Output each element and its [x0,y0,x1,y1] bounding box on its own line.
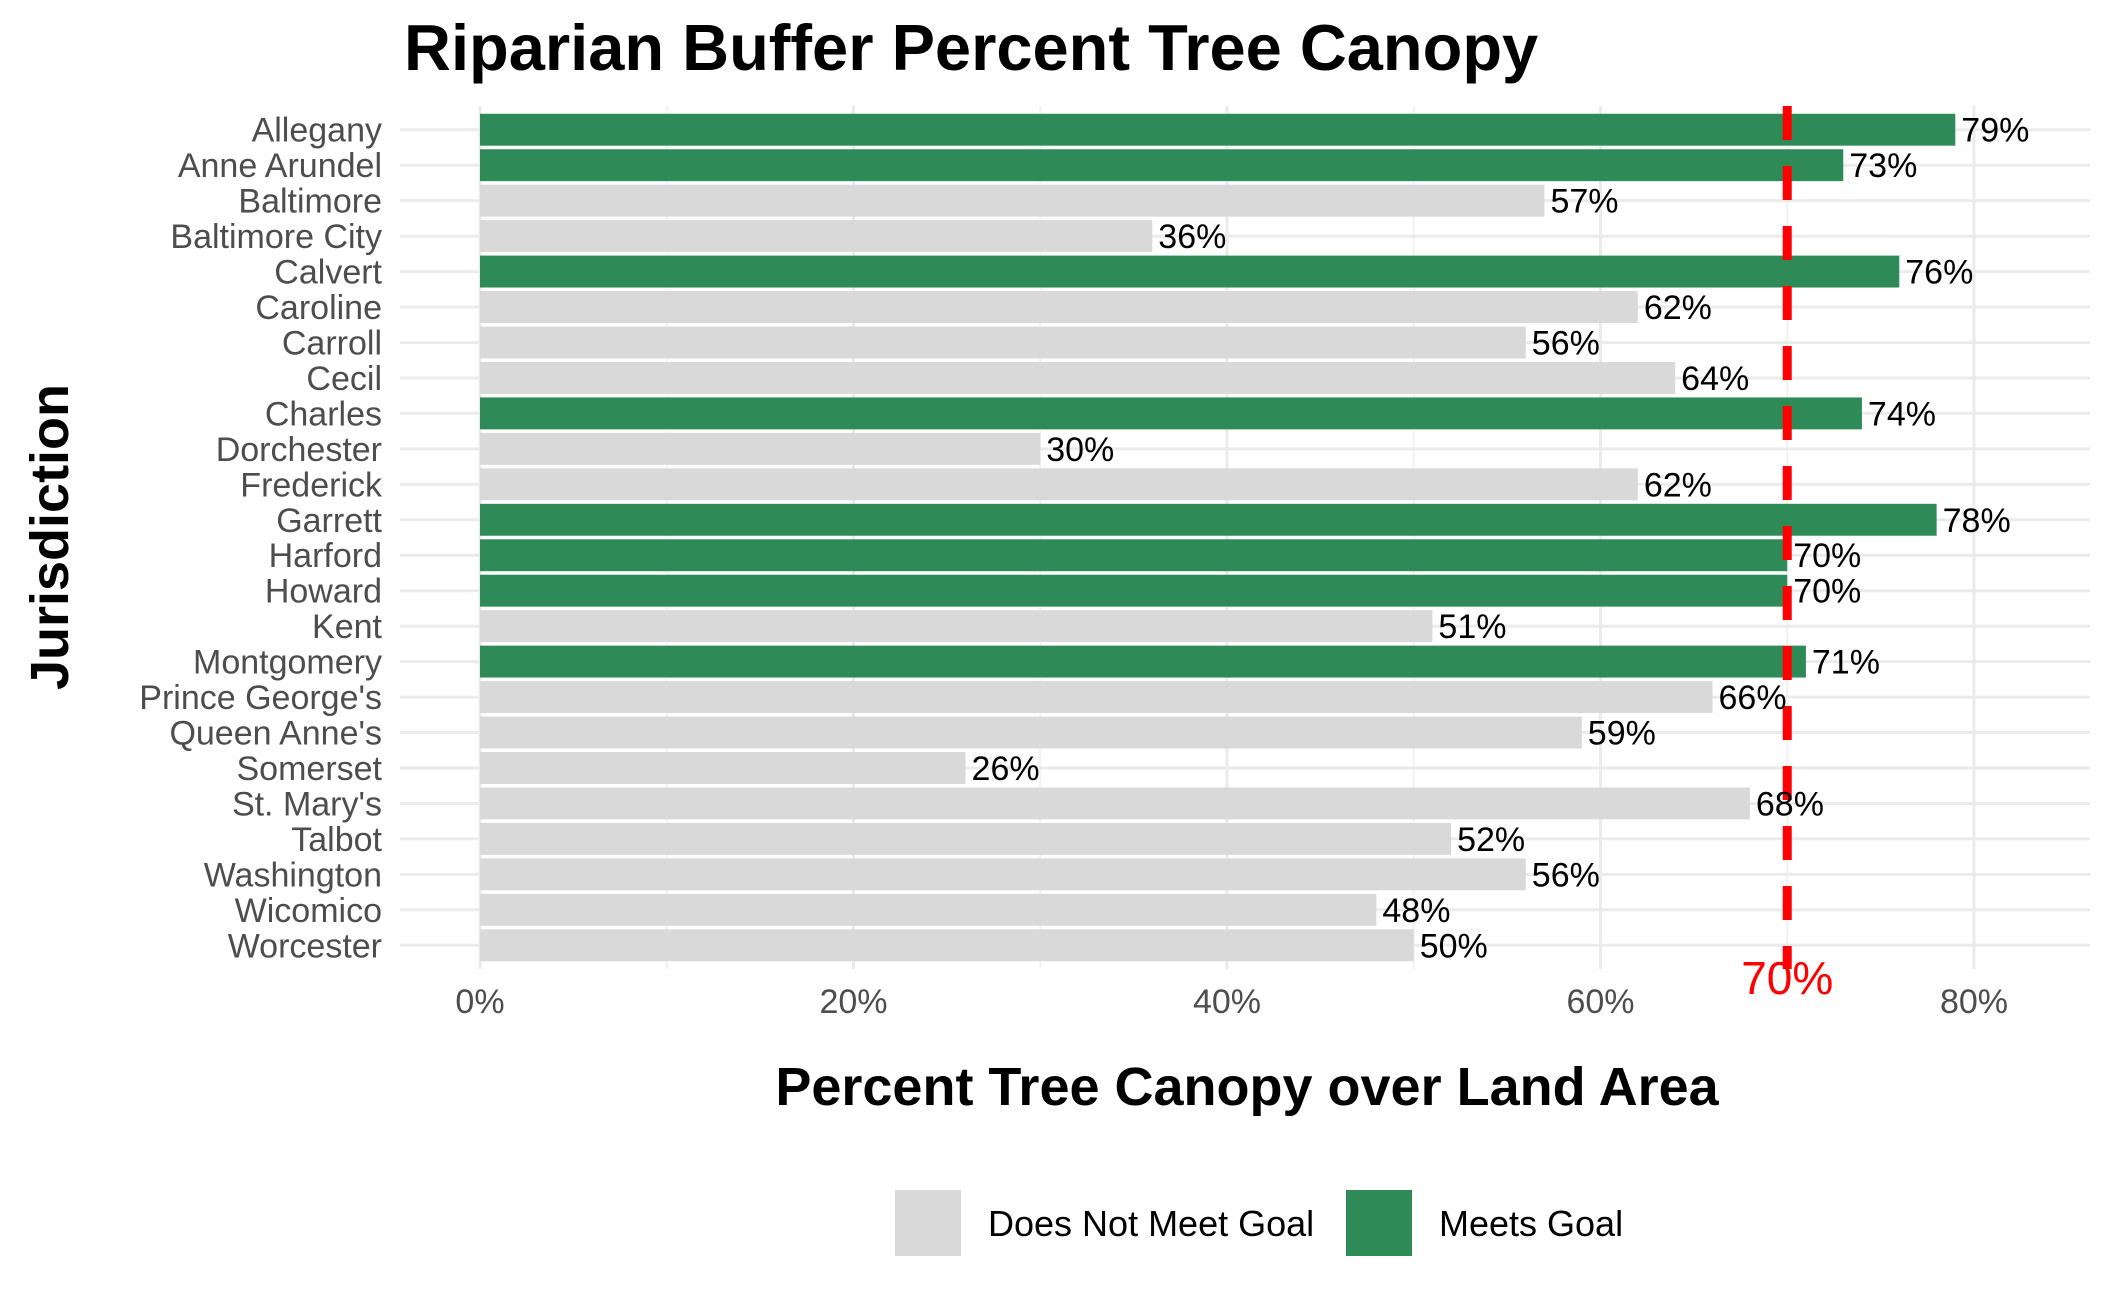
x-tick-label: 40% [1193,983,1261,1021]
bar-caroline [480,291,1638,323]
bar-st-mary-s [480,787,1750,820]
category-label-prince-george-s: Prince George's [139,679,382,717]
category-label-garrett: Garrett [276,502,382,540]
bar-value-labels: 79%73%57%36%76%62%56%64%74%30%62%78%70%7… [972,112,2030,966]
category-label-calvert: Calvert [274,254,382,292]
bar-value-label-wicomico: 48% [1382,892,1450,930]
category-label-baltimore: Baltimore [238,183,382,221]
category-label-carroll: Carroll [282,324,382,362]
category-label-st-mary-s: St. Mary's [232,785,382,823]
bar-dorchester [480,432,1041,465]
x-tick-label: 60% [1566,983,1634,1021]
x-tick-label: 0% [455,983,504,1021]
category-label-allegany: Allegany [252,112,382,150]
bar-value-label-montgomery: 71% [1812,644,1880,682]
category-label-charles: Charles [265,395,382,433]
category-label-montgomery: Montgomery [193,644,382,682]
bar-value-label-kent: 51% [1438,608,1506,646]
bar-howard [480,574,1788,607]
bar-value-label-prince-george-s: 66% [1719,679,1787,717]
category-label-harford: Harford [269,537,382,575]
bar-value-label-st-mary-s: 68% [1756,785,1824,823]
bar-frederick [480,468,1638,501]
bar-value-label-worcester: 50% [1420,927,1488,965]
category-label-washington: Washington [204,856,382,894]
bar-value-label-baltimore-city: 36% [1158,218,1226,256]
category-label-cecil: Cecil [306,360,382,398]
x-tick-label: 80% [1940,983,2008,1021]
bar-harford [480,539,1788,572]
category-label-wicomico: Wicomico [235,892,382,930]
bar-baltimore [480,184,1545,217]
bar-prince-george-s [480,681,1713,714]
bar-value-label-anne-arundel: 73% [1849,147,1917,185]
chart-title: Riparian Buffer Percent Tree Canopy [404,11,1538,84]
category-label-frederick: Frederick [240,466,383,504]
bar-wicomico [480,893,1377,926]
bar-value-label-queen-anne-s: 59% [1588,715,1656,753]
bar-value-label-baltimore: 57% [1550,183,1618,221]
bar-montgomery [480,645,1806,678]
bar-garrett [480,503,1937,536]
bar-charles [480,397,1862,430]
bar-value-label-carroll: 56% [1532,324,1600,362]
x-axis-title: Percent Tree Canopy over Land Area [775,1057,1719,1117]
category-label-worcester: Worcester [228,927,382,965]
x-tick-labels: 0% 20% 40% 60% 80% [455,983,2008,1021]
legend-swatch-does-not-meet-goal [895,1190,961,1256]
category-label-dorchester: Dorchester [216,431,382,469]
bar-cecil [480,361,1676,394]
bar-allegany [480,113,1956,146]
bar-calvert [480,255,1900,288]
x-tick-label: 20% [819,983,887,1021]
bars [480,113,1956,962]
legend: Does Not Meet Goal Meets Goal [895,1190,1623,1256]
bar-value-label-garrett: 78% [1943,502,2011,540]
bar-washington [480,858,1526,891]
legend-label-does-not-meet-goal: Does Not Meet Goal [988,1203,1314,1244]
category-label-baltimore-city: Baltimore City [170,218,382,256]
bar-carroll [480,326,1526,359]
bar-queen-anne-s [480,716,1582,749]
bar-value-label-dorchester: 30% [1046,431,1114,469]
bar-value-label-washington: 56% [1532,856,1600,894]
goal-label: 70% [1741,952,1833,1004]
legend-swatch-meets-goal [1346,1190,1412,1256]
category-label-queen-anne-s: Queen Anne's [169,715,382,753]
bar-value-label-caroline: 62% [1644,289,1712,327]
bar-value-label-harford: 70% [1793,537,1861,575]
bar-value-label-allegany: 79% [1961,112,2029,150]
bar-kent [480,610,1433,643]
y-axis-title: Jurisdiction [20,384,80,690]
bar-value-label-talbot: 52% [1457,821,1525,859]
bar-value-label-charles: 74% [1868,395,1936,433]
bar-value-label-cecil: 64% [1681,360,1749,398]
bar-value-label-somerset: 26% [972,750,1040,788]
category-label-somerset: Somerset [237,750,383,788]
category-label-kent: Kent [312,608,382,646]
bar-anne-arundel [480,149,1844,182]
category-label-howard: Howard [265,573,382,611]
category-label-caroline: Caroline [255,289,382,327]
legend-label-meets-goal: Meets Goal [1439,1203,1623,1244]
bar-value-label-howard: 70% [1793,573,1861,611]
bar-value-label-calvert: 76% [1905,254,1973,292]
category-label-anne-arundel: Anne Arundel [178,147,382,185]
category-label-talbot: Talbot [291,821,382,859]
bar-value-label-frederick: 62% [1644,466,1712,504]
bar-worcester [480,929,1414,962]
goal-line-group: 70% [1741,106,1833,1004]
bar-baltimore-city [480,220,1153,253]
bar-somerset [480,752,966,784]
bar-talbot [480,822,1452,855]
